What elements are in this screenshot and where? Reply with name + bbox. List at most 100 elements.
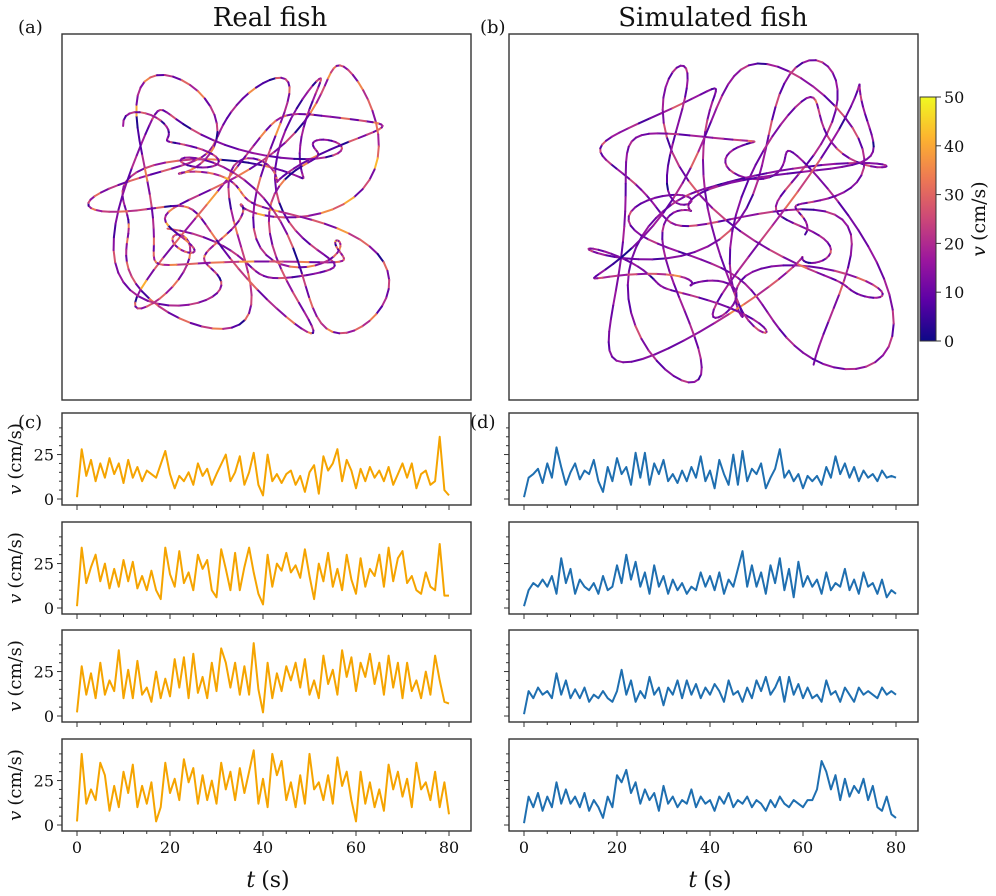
- trajectory-segment: [670, 150, 681, 167]
- trajectory-segment: [190, 128, 203, 136]
- trajectory-segment: [295, 98, 304, 110]
- trajectory-segment: [754, 148, 765, 166]
- trajectory-segment: [325, 154, 335, 159]
- trajectory-segment: [139, 279, 148, 291]
- trajectory-segment: [679, 251, 696, 257]
- trajectory-segment: [778, 82, 786, 96]
- trajectory-segment: [641, 225, 650, 238]
- trajectory-segment: [210, 182, 225, 191]
- trajectory-segment: [704, 191, 709, 210]
- trajectory-segment: [664, 273, 675, 277]
- colorbar-label-var: v: [968, 246, 990, 257]
- speed-line-real-1: [76, 435, 450, 498]
- trajectory-segment: [269, 135, 277, 151]
- trajectory-segment: [872, 283, 880, 290]
- trajectory-segment: [836, 147, 844, 155]
- trajectory-segment: [737, 277, 747, 285]
- trajectory-segment: [151, 216, 155, 229]
- trajectory-segment: [640, 188, 648, 197]
- trajectory-segment: [747, 163, 757, 182]
- trajectory-segment: [630, 245, 638, 260]
- trajectory-segment: [154, 206, 165, 210]
- trajectory-segment: [654, 210, 665, 220]
- trajectory-segment: [262, 197, 274, 211]
- trajectory-segment: [691, 93, 702, 100]
- trajectory-segment: [300, 126, 305, 138]
- trajectory-segment: [167, 207, 175, 213]
- trajectory-segment: [284, 276, 294, 279]
- trajectory-segment: [604, 262, 615, 271]
- trajectory-segment: [298, 144, 302, 155]
- trajectory-segment: [249, 159, 264, 170]
- trajectory-segment: [296, 259, 303, 275]
- trajectory-segment: [661, 96, 665, 111]
- trajectory-segment: [368, 245, 379, 255]
- panel-label-a: (a): [18, 17, 43, 38]
- trajectory-segment: [710, 106, 718, 123]
- trajectory-segment: [715, 94, 724, 109]
- trajectory-segment: [833, 366, 847, 371]
- trajectory-segment: [634, 134, 643, 139]
- y-tick-label: 0: [44, 490, 54, 509]
- trajectory-segment: [204, 152, 211, 161]
- speed-panel-real-2: 0 25 v (cm/s): [5, 521, 472, 619]
- trajectory-segment: [311, 113, 323, 117]
- trajectory-segment: [302, 111, 312, 124]
- trajectory-segment: [844, 105, 852, 119]
- trajectory-segment: [830, 141, 838, 150]
- trajectory-segment: [772, 320, 781, 331]
- trajectory-segment: [601, 275, 611, 279]
- trajectory-segment: [230, 104, 238, 113]
- trajectory-segment: [867, 245, 878, 264]
- trajectory-segment: [756, 174, 774, 179]
- trajectory-segment: [261, 206, 272, 211]
- trajectory-segment: [287, 167, 295, 174]
- trajectory-segment: [837, 116, 847, 131]
- trajectory-segment: [605, 135, 613, 142]
- trajectory-segment: [179, 198, 191, 206]
- trajectory-segment: [259, 247, 268, 257]
- trajectory-segment: [216, 178, 229, 193]
- trajectory-segment: [251, 152, 268, 157]
- trajectory-segment: [94, 208, 103, 213]
- trajectory-segment: [603, 254, 616, 258]
- trajectory-segment: [841, 218, 849, 228]
- trajectory-segment: [148, 192, 153, 208]
- trajectory-segment: [818, 332, 825, 347]
- trajectory-segment: [279, 156, 296, 160]
- trajectory-segment: [145, 302, 154, 308]
- panel-frame: [508, 412, 919, 506]
- trajectory-segment: [284, 117, 292, 131]
- trajectory-segment: [171, 278, 180, 288]
- trajectory-segment: [228, 257, 240, 270]
- trajectory-segment: [714, 240, 722, 258]
- trajectory-segment: [298, 301, 306, 314]
- x-tick-label: 40: [253, 838, 273, 857]
- trajectory-segment: [796, 174, 811, 194]
- trajectory-segment: [280, 268, 289, 283]
- trajectory-segment: [294, 121, 305, 134]
- trajectory-segment: [760, 265, 773, 270]
- trajectory-segment: [823, 128, 829, 138]
- trajectory-segment: [682, 331, 701, 342]
- trajectory-segment: [382, 261, 389, 272]
- trajectory-segment: [634, 202, 642, 209]
- trajectory-segment: [279, 220, 289, 235]
- trajectory-segment: [733, 68, 743, 77]
- trajectory-segment: [666, 132, 680, 136]
- trajectory-segment: [627, 122, 640, 130]
- trajectory-segment: [301, 236, 311, 246]
- trajectory-segment: [286, 232, 294, 248]
- trajectory-segment: [667, 154, 671, 167]
- trajectory-segment: [744, 270, 754, 277]
- trajectory-segment: [182, 217, 197, 234]
- trajectory-segment: [371, 109, 377, 124]
- colorbar-tick-label: 0: [944, 332, 954, 351]
- trajectory-segment: [331, 330, 341, 335]
- trajectory-segment: [361, 319, 371, 328]
- trajectory-segment: [279, 111, 286, 125]
- panel-frame: [61, 521, 472, 615]
- trajectory-segment: [241, 91, 250, 100]
- trajectory-segment: [753, 239, 770, 251]
- trajectory-segment: [273, 185, 281, 195]
